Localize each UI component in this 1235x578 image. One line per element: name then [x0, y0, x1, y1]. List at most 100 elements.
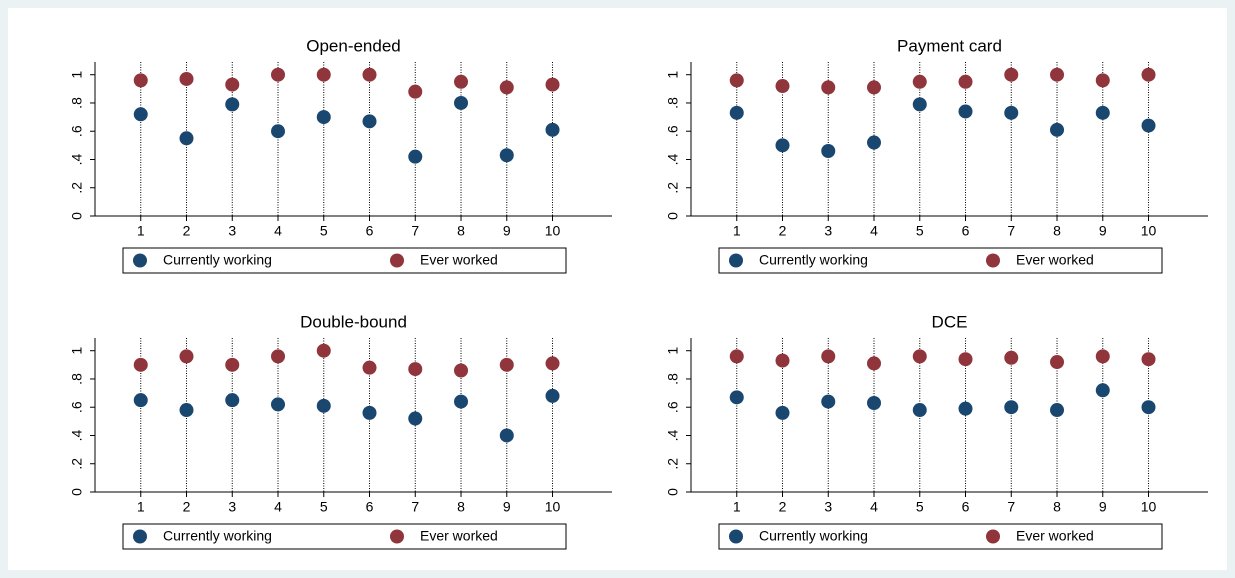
- point: [225, 357, 240, 372]
- point: [821, 144, 836, 159]
- point: [1050, 403, 1065, 418]
- y-tick-label: .4: [665, 153, 681, 165]
- legend-box: [122, 247, 567, 274]
- y-tick-label: .6: [69, 401, 85, 413]
- y-tick-label: .2: [665, 458, 681, 470]
- panel: Double-bound 1 2 3 4 5 6 7 8 9 10 0 .2 .4 .6 .8 1 Current…: [69, 312, 612, 550]
- point: [912, 74, 927, 89]
- point: [958, 104, 973, 119]
- point: [912, 349, 927, 364]
- x-tick-label: 3: [228, 499, 236, 515]
- point: [362, 114, 377, 129]
- point: [958, 352, 973, 367]
- point: [912, 97, 927, 112]
- x-tick-label: 8: [1053, 499, 1061, 515]
- x-tick-label: 9: [1099, 223, 1107, 239]
- legend-marker: [133, 253, 147, 268]
- point: [454, 363, 469, 378]
- point: [775, 79, 790, 94]
- y-tick-label: 0: [69, 488, 85, 496]
- x-tick-label: 10: [545, 499, 561, 515]
- legend-label: Currently working: [759, 528, 868, 544]
- point: [179, 131, 194, 146]
- legend-label: Ever worked: [420, 528, 498, 544]
- point: [729, 349, 744, 364]
- x-tick-label: 9: [503, 223, 511, 239]
- x-tick-label: 5: [916, 223, 924, 239]
- point: [867, 80, 882, 95]
- point: [1004, 350, 1019, 365]
- point: [545, 77, 560, 92]
- x-tick-label: 9: [1099, 499, 1107, 515]
- point: [179, 403, 194, 418]
- legend-marker: [986, 529, 1000, 544]
- x-tick-label: 8: [457, 223, 465, 239]
- point: [225, 77, 240, 92]
- point: [499, 428, 514, 443]
- x-tick-label: 7: [411, 499, 419, 515]
- legend-box: [718, 247, 1163, 274]
- legend-label: Currently working: [163, 528, 272, 544]
- point: [316, 67, 331, 82]
- panel-title: Double-bound: [300, 312, 407, 331]
- figure-background: [8, 8, 1227, 570]
- x-tick-label: 2: [779, 223, 787, 239]
- x-tick-label: 6: [962, 499, 970, 515]
- legend-marker: [390, 253, 404, 268]
- y-tick-label: .6: [665, 401, 681, 413]
- x-tick-label: 3: [824, 223, 832, 239]
- x-tick-label: 8: [457, 499, 465, 515]
- panel-title: Open-ended: [306, 36, 401, 55]
- point: [454, 74, 469, 89]
- x-tick-label: 4: [870, 223, 878, 239]
- legend-label: Ever worked: [420, 252, 498, 268]
- legend-marker: [390, 529, 404, 544]
- x-tick-label: 6: [366, 499, 374, 515]
- point: [912, 403, 927, 418]
- x-tick-label: 7: [1007, 499, 1015, 515]
- legend-marker: [986, 253, 1000, 268]
- point: [775, 353, 790, 368]
- point: [499, 148, 514, 163]
- point: [362, 67, 377, 82]
- x-tick-label: 10: [545, 223, 561, 239]
- point: [867, 395, 882, 410]
- point: [1141, 67, 1156, 82]
- legend-label: Currently working: [759, 252, 868, 268]
- y-tick-label: 1: [665, 347, 681, 355]
- point: [821, 349, 836, 364]
- point: [408, 362, 423, 377]
- point: [1141, 118, 1156, 133]
- point: [821, 394, 836, 409]
- x-tick-label: 1: [733, 499, 741, 515]
- point: [408, 411, 423, 426]
- point: [133, 357, 148, 372]
- x-tick-label: 7: [1007, 223, 1015, 239]
- point: [545, 388, 560, 403]
- y-tick-label: .8: [69, 373, 85, 385]
- point: [362, 405, 377, 420]
- panel-title: DCE: [932, 312, 968, 331]
- point: [1004, 400, 1019, 415]
- point: [1141, 400, 1156, 415]
- y-tick-label: .4: [665, 429, 681, 441]
- point: [316, 398, 331, 413]
- point: [133, 393, 148, 408]
- point: [1004, 67, 1019, 82]
- legend-box: [122, 523, 567, 550]
- point: [454, 394, 469, 409]
- y-tick-label: 1: [69, 347, 85, 355]
- point: [867, 135, 882, 150]
- x-tick-label: 2: [779, 499, 787, 515]
- panel: Open-ended 1 2 3 4 5 6 7 8 9 10 0 .2 .4 .6 .8 1 Currently…: [69, 36, 612, 274]
- y-tick-label: .8: [69, 97, 85, 109]
- point: [729, 73, 744, 88]
- point: [408, 84, 423, 99]
- point: [1050, 355, 1065, 370]
- legend-label: Ever worked: [1016, 528, 1094, 544]
- x-tick-label: 10: [1141, 223, 1157, 239]
- x-tick-label: 6: [366, 223, 374, 239]
- point: [958, 74, 973, 89]
- legend-label: Currently working: [163, 252, 272, 268]
